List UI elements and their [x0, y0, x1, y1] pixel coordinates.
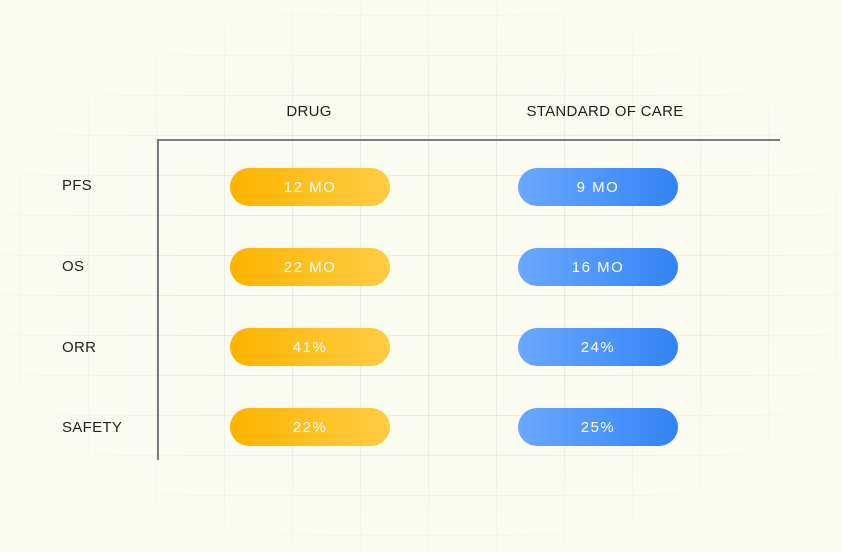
soc-value-orr: 24% — [518, 328, 678, 366]
vertical-axis-line — [157, 139, 159, 460]
row-label-pfs: PFS — [62, 177, 93, 194]
drug-value-safety: 22% — [230, 408, 390, 446]
drug-value-os: 22 MO — [230, 248, 390, 286]
row-label-os: OS — [62, 258, 85, 275]
drug-value-orr: 41% — [230, 328, 390, 366]
soc-value-pfs: 9 MO — [518, 168, 678, 206]
column-header-standard-of-care: STANDARD OF CARE — [526, 103, 684, 120]
row-label-safety: SAFETY — [62, 419, 123, 436]
row-label-orr: ORR — [62, 339, 97, 356]
drug-value-pfs: 12 MO — [230, 168, 390, 206]
column-header-drug: DRUG — [286, 103, 332, 120]
horizontal-axis-line — [157, 139, 780, 141]
soc-value-safety: 25% — [518, 408, 678, 446]
soc-value-os: 16 MO — [518, 248, 678, 286]
